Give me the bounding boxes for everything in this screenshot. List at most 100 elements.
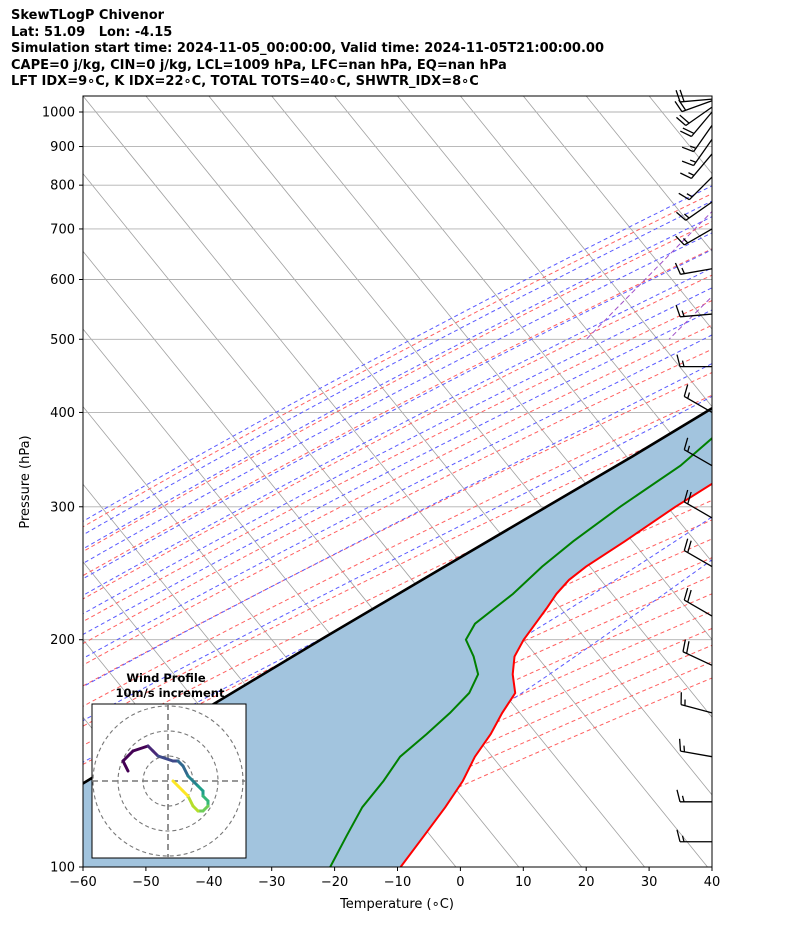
wind-barb-flag (682, 639, 686, 652)
x-tick-label: 20 (578, 875, 595, 890)
wind-barb-flag (680, 172, 692, 180)
y-tick-label: 1000 (42, 105, 75, 120)
dry-adiabat-line (83, 372, 712, 687)
hodograph-segment (121, 749, 135, 763)
wind-barb-half-flag (689, 159, 697, 163)
wind-barb-flag (687, 589, 692, 603)
isotherm-line (522, 96, 712, 330)
x-tick-label: −10 (384, 875, 411, 890)
wind-barb-half-flag (681, 835, 685, 842)
wind-barb-staff (685, 106, 713, 127)
wind-barb (681, 125, 713, 153)
wind-barb-half-flag (689, 145, 697, 149)
hodograph-segment (156, 754, 175, 763)
dry-adiabat-line (83, 324, 712, 645)
indices-line: LFT IDX=9∘C, K IDX=22∘C, TOTAL TOTS=40∘C… (11, 74, 479, 89)
isotherm-line (0, 96, 79, 867)
y-tick-label: 900 (50, 140, 75, 155)
hodograph-segment (181, 764, 190, 778)
moist-adiabat-line (83, 185, 712, 522)
wind-barb-flag (680, 130, 692, 138)
location-line: Lat: 51.09 Lon: -4.15 (11, 24, 173, 40)
chart-title: SkewTLogP Chivenor (11, 8, 165, 23)
x-tick-label: −60 (69, 875, 96, 890)
wind-barb-staff (680, 268, 713, 275)
hodograph-segment (121, 759, 130, 773)
wind-barb-flag (683, 384, 689, 397)
wind-barb-staff (680, 313, 713, 318)
moist-adiabat-line (83, 267, 712, 596)
x-tick-label: 40 (704, 875, 721, 890)
wind-barb-staff (682, 651, 713, 666)
wind-barb-flag (676, 354, 681, 367)
y-tick-label: 500 (50, 333, 75, 348)
wind-barb-staff (680, 98, 713, 103)
wind-barb-staff (693, 138, 713, 166)
wind-barb-flag (679, 114, 690, 124)
mixing-ratio-line (780, 96, 794, 339)
wind-barb-flag (681, 160, 694, 167)
dry-adiabat-line (83, 394, 712, 707)
inset-title: Wind Profile (126, 671, 206, 685)
y-tick-label: 100 (50, 861, 75, 876)
wind-barb-flag (676, 789, 681, 802)
wind-barb-staff (683, 395, 713, 414)
y-tick-label: 200 (50, 633, 75, 648)
wind-barb-flag (676, 211, 687, 221)
wind-barb-staff (683, 549, 713, 568)
moist-adiabat-line (83, 249, 712, 580)
wind-barb (676, 201, 713, 221)
wind-barb-staff (680, 750, 713, 758)
y-tick-label: 400 (50, 406, 75, 421)
hodograph-segment (186, 794, 195, 808)
moist-adiabat-line (83, 395, 712, 722)
wind-barb-staff (690, 111, 713, 137)
wind-barb-flag (676, 116, 687, 126)
x-tick-label: 10 (515, 875, 532, 890)
dry-adiabat-line (83, 300, 712, 623)
mixing-ratio-line (730, 96, 794, 339)
wind-barb (674, 262, 713, 275)
x-tick-label: 30 (641, 875, 658, 890)
temperature-profile-line (399, 482, 712, 867)
wind-barb-half-flag (681, 795, 685, 802)
hodograph-segment (131, 744, 150, 753)
wind-barbs (674, 89, 713, 843)
dry-adiabat-line (83, 416, 712, 727)
wind-barb-flag (687, 491, 692, 505)
y-tick-label: 300 (50, 500, 75, 515)
wind-barb-flag (683, 587, 689, 601)
wind-barb (675, 304, 713, 318)
isotherm-line (83, 173, 645, 867)
x-tick-label: −50 (132, 875, 159, 890)
wind-barb (680, 111, 713, 138)
wind-barb-staff (683, 228, 713, 246)
parcel-profile-line (83, 406, 712, 785)
wind-barb-staff (683, 501, 713, 519)
dry-adiabat-line (83, 274, 712, 600)
y-tick-label: 800 (50, 179, 75, 194)
moist-adiabat-line (83, 334, 712, 659)
wind-barb-flag (675, 304, 681, 318)
wind-barb (682, 639, 713, 666)
wind-barb-flag (681, 146, 694, 153)
wind-barb (676, 789, 712, 803)
wind-barb-half-flag (688, 172, 695, 176)
wind-barb (683, 538, 713, 568)
wind-barb-staff (683, 449, 713, 467)
wind-barb (676, 106, 713, 127)
wind-barb-flag (675, 235, 685, 246)
wind-barb-half-flag (681, 360, 685, 367)
wind-barb (683, 437, 713, 467)
x-tick-label: −40 (195, 875, 222, 890)
wind-barb (683, 489, 713, 519)
wind-barb-flag (685, 641, 690, 654)
wind-barb (678, 738, 713, 758)
wind-barb (680, 153, 713, 180)
wind-barb-flag (682, 127, 695, 135)
wind-barb-flag (687, 540, 692, 553)
wind-barb (683, 587, 713, 617)
wind-barb (674, 99, 713, 113)
isotherm-line (145, 96, 712, 796)
y-tick-label: 700 (50, 222, 75, 237)
